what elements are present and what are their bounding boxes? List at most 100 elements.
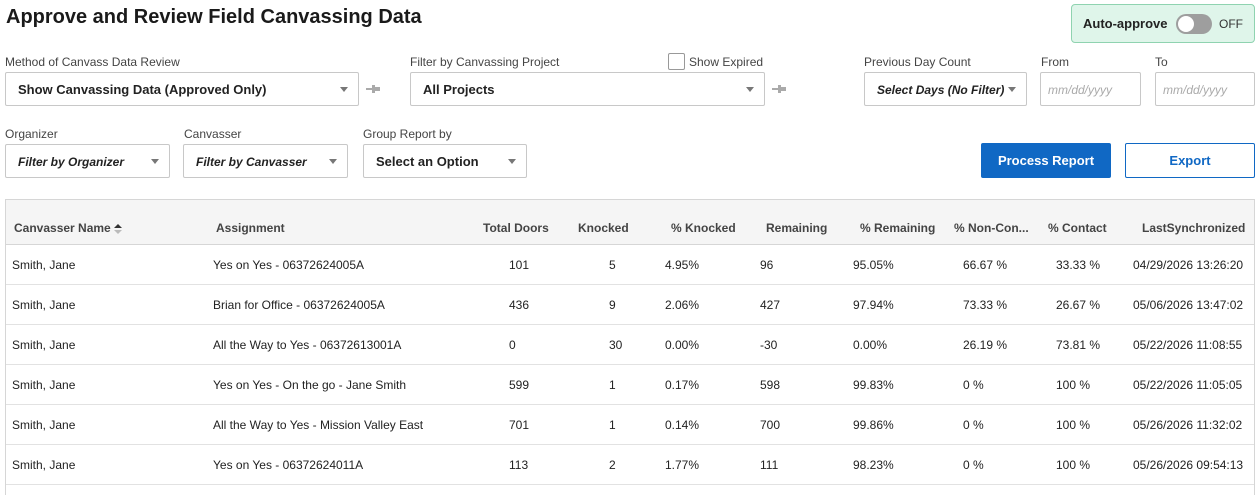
col-canvasser-name[interactable]: Canvasser Name: [14, 221, 122, 235]
cell-knocked: 2: [609, 458, 616, 472]
cell-assignment: All the Way to Yes - Mission Valley East: [213, 418, 424, 432]
chevron-down-icon: [151, 159, 159, 164]
chevron-down-icon: [329, 159, 337, 164]
cell-pct-non-contact: 0 %: [963, 378, 984, 392]
cell-pct-contact: 73.81 %: [1056, 338, 1101, 352]
method-label: Method of Canvass Data Review: [5, 55, 180, 69]
organizer-value: Filter by Organizer: [18, 155, 125, 169]
cell-total-doors: 0: [509, 338, 516, 352]
cell-pct-non-contact: 0 %: [963, 458, 984, 472]
pin-icon[interactable]: [366, 84, 380, 94]
cell-total-doors: 436: [509, 298, 530, 312]
cell-pct-knocked: 0.00%: [665, 338, 700, 352]
table-row[interactable]: Smith, Jane Yes on Yes - 06372624011A 113 2…: [6, 445, 1254, 485]
method-select-value: Show Canvassing Data (Approved Only): [18, 82, 267, 97]
cell-assignment: Yes on Yes - 06372624011A: [213, 458, 364, 472]
col-remaining[interactable]: Remaining: [766, 221, 828, 235]
from-placeholder: mm/dd/yyyy: [1048, 83, 1113, 97]
cell-pct-contact: 100 %: [1056, 458, 1091, 472]
col-pct-knocked[interactable]: % Knocked: [671, 221, 736, 235]
cell-remaining: 427: [760, 298, 781, 312]
col-pct-non-contact[interactable]: % Non-Con...: [954, 221, 1029, 235]
pin-icon[interactable]: [772, 84, 786, 94]
cell-canvasser-name: Smith, Jane: [12, 298, 76, 312]
cell-canvasser-name: Smith, Jane: [12, 338, 76, 352]
chevron-down-icon: [508, 159, 516, 164]
sort-icon: [113, 223, 122, 234]
cell-remaining: 96: [760, 258, 774, 272]
auto-approve-panel: Auto-approve OFF: [1071, 4, 1255, 43]
auto-approve-label: Auto-approve: [1083, 16, 1168, 31]
cell-last-synchronized: 05/22/2026 11:05:05: [1133, 378, 1243, 392]
cell-assignment: Brian for Office - 06372624005A: [213, 298, 385, 312]
group-by-value: Select an Option: [376, 154, 479, 169]
auto-approve-state: OFF: [1219, 17, 1243, 31]
cell-pct-contact: 100 %: [1056, 418, 1091, 432]
table-row[interactable]: Smith, Jane All the Way to Yes - Mission …: [6, 405, 1254, 445]
project-select[interactable]: All Projects: [410, 72, 765, 106]
show-expired-checkbox[interactable]: [668, 53, 685, 70]
to-placeholder: mm/dd/yyyy: [1163, 83, 1228, 97]
cell-remaining: 111: [760, 458, 779, 472]
cell-pct-knocked: 0.14%: [665, 418, 700, 432]
canvasser-value: Filter by Canvasser: [196, 155, 307, 169]
auto-approve-toggle[interactable]: [1176, 14, 1212, 34]
cell-pct-remaining: 99.86%: [853, 418, 894, 432]
table-row[interactable]: Smith, Jane All the Way to Yes - 06372613…: [6, 325, 1254, 365]
group-by-select[interactable]: Select an Option: [363, 144, 527, 178]
export-button[interactable]: Export: [1125, 143, 1255, 178]
cell-assignment: Yes on Yes - On the go - Jane Smith: [213, 378, 407, 392]
col-pct-contact[interactable]: % Contact: [1048, 221, 1107, 235]
cell-pct-non-contact: 26.19 %: [963, 338, 1008, 352]
table-header: Canvasser Name Assignment Total Doors Kn…: [6, 200, 1254, 245]
cell-pct-knocked: 1.77%: [665, 458, 700, 472]
table-row[interactable]: Smith, Jane Brian for Office - 0637262400…: [6, 285, 1254, 325]
cell-pct-non-contact: 0 %: [963, 418, 984, 432]
to-date-input[interactable]: mm/dd/yyyy: [1155, 72, 1255, 106]
cell-pct-knocked: 2.06%: [665, 298, 700, 312]
cell-pct-remaining: 97.94%: [853, 298, 894, 312]
canvass-data-table: Canvasser Name Assignment Total Doors Kn…: [5, 199, 1255, 495]
process-report-button[interactable]: Process Report: [981, 143, 1111, 178]
cell-knocked: 9: [609, 298, 616, 312]
chevron-down-icon: [1008, 87, 1016, 92]
cell-total-doors: 101: [509, 258, 530, 272]
previous-day-label: Previous Day Count: [864, 55, 971, 69]
from-date-input[interactable]: mm/dd/yyyy: [1040, 72, 1141, 106]
cell-total-doors: 113: [509, 458, 529, 472]
col-total-doors[interactable]: Total Doors: [483, 221, 549, 235]
toggle-knob: [1178, 16, 1194, 32]
col-last-synchronized[interactable]: LastSynchronized: [1142, 221, 1246, 235]
project-label: Filter by Canvassing Project: [410, 55, 560, 69]
col-pct-remaining[interactable]: % Remaining: [860, 221, 936, 235]
cell-remaining: -30: [760, 338, 778, 352]
previous-day-value: Select Days (No Filter): [877, 83, 1005, 97]
cell-knocked: 1: [609, 418, 616, 432]
cell-pct-remaining: 99.83%: [853, 378, 894, 392]
previous-day-select[interactable]: Select Days (No Filter): [864, 72, 1027, 106]
col-assignment[interactable]: Assignment: [216, 221, 285, 235]
cell-last-synchronized: 05/26/2026 09:54:13: [1133, 458, 1244, 472]
table-row[interactable]: Smith, Jane Yes on Yes - On the go - Jane…: [6, 365, 1254, 405]
cell-pct-remaining: 98.23%: [853, 458, 894, 472]
col-canvasser-name-label: Canvasser Name: [14, 221, 111, 235]
canvasser-label: Canvasser: [184, 127, 242, 141]
cell-last-synchronized: 05/26/2026 11:32:02: [1133, 418, 1243, 432]
method-select[interactable]: Show Canvassing Data (Approved Only): [5, 72, 359, 106]
canvasser-select[interactable]: Filter by Canvasser: [183, 144, 348, 178]
organizer-select[interactable]: Filter by Organizer: [5, 144, 170, 178]
cell-assignment: Yes on Yes - 06372624005A: [213, 258, 365, 272]
cell-total-doors: 701: [509, 418, 530, 432]
cell-total-doors: 599: [509, 378, 530, 392]
cell-canvasser-name: Smith, Jane: [12, 458, 76, 472]
cell-pct-remaining: 0.00%: [853, 338, 888, 352]
chevron-down-icon: [340, 87, 348, 92]
table-row[interactable]: Smith, Jane Yes on Yes - 06372624005A 101 5…: [6, 245, 1254, 285]
cell-canvasser-name: Smith, Jane: [12, 418, 76, 432]
cell-pct-non-contact: 66.67 %: [963, 258, 1008, 272]
col-knocked[interactable]: Knocked: [578, 221, 629, 235]
from-label: From: [1041, 55, 1069, 69]
cell-last-synchronized: 04/29/2026 13:26:20: [1133, 258, 1244, 272]
cell-assignment: All the Way to Yes - 06372613001A: [213, 338, 402, 352]
cell-knocked: 5: [609, 258, 616, 272]
